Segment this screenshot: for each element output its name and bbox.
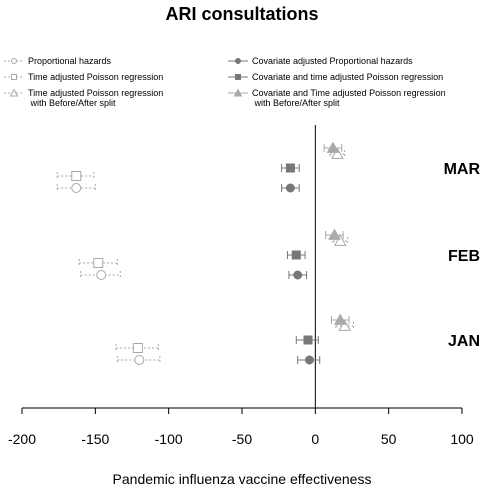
point-marker	[303, 335, 313, 345]
point-marker	[304, 355, 314, 365]
x-tick-label: -150	[81, 431, 109, 447]
legend-marker-filled-triangle	[228, 88, 248, 97]
x-tick-label: 50	[381, 431, 397, 447]
x-tick-label: -100	[155, 431, 183, 447]
point-marker	[71, 171, 82, 181]
legend-item-covariate-time-poisson-split: Covariate and Time adjusted Poisson regr…	[228, 88, 446, 108]
x-axis-label: Pandemic influenza vaccine effectiveness	[112, 471, 372, 487]
chart-title: ARI consultations	[165, 4, 319, 24]
group-label-feb: FEB	[448, 248, 480, 265]
point-marker	[93, 258, 104, 268]
legend-marker-open-circle	[4, 58, 24, 64]
legend-label: Time adjusted Poisson regression	[28, 72, 164, 82]
point-marker	[134, 355, 145, 365]
point-marker	[326, 141, 340, 153]
point-marker	[96, 270, 107, 280]
legend-item-covariate-proportional-hazards: Covariate adjusted Proportional hazards	[228, 56, 413, 66]
legend-label: Covariate adjusted Proportional hazards	[252, 56, 413, 66]
point-marker	[291, 250, 301, 260]
legend-item-proportional-hazards: Proportional hazards	[4, 56, 111, 66]
group-label-mar: MAR	[444, 161, 481, 178]
legend-item-covariate-time-poisson: Covariate and time adjusted Poisson regr…	[228, 72, 443, 82]
point-marker	[333, 234, 347, 246]
legend-label: Covariate and Time adjusted Poisson regr…	[252, 88, 446, 108]
legend-item-time-adjusted-poisson-split: Time adjusted Poisson regression with Be…	[4, 88, 163, 108]
legend-label: Covariate and time adjusted Poisson regr…	[252, 72, 444, 82]
legend: Proportional hazards Time adjusted Poiss…	[0, 0, 484, 110]
x-tick-label: 0	[311, 431, 319, 447]
point-marker	[338, 319, 352, 331]
group-label-jan: JAN	[448, 333, 480, 350]
point-marker	[333, 313, 347, 325]
point-marker	[71, 183, 82, 193]
legend-marker-filled-square	[228, 74, 248, 80]
legend-marker-filled-circle	[228, 58, 248, 64]
x-tick-label: 100	[450, 431, 474, 447]
legend-item-time-adjusted-poisson: Time adjusted Poisson regression	[4, 72, 163, 82]
point-marker	[330, 147, 344, 159]
point-marker	[132, 343, 143, 353]
legend-marker-open-square	[4, 74, 24, 80]
legend-marker-open-triangle	[4, 88, 24, 97]
point-marker	[285, 163, 295, 173]
legend-label: Time adjusted Poisson regression with Be…	[28, 88, 164, 108]
point-marker	[293, 270, 303, 280]
x-tick-label: -200	[8, 431, 36, 447]
point-marker	[285, 183, 295, 193]
point-marker	[328, 228, 341, 240]
x-tick-label: -50	[232, 431, 252, 447]
legend-label: Proportional hazards	[28, 56, 112, 66]
